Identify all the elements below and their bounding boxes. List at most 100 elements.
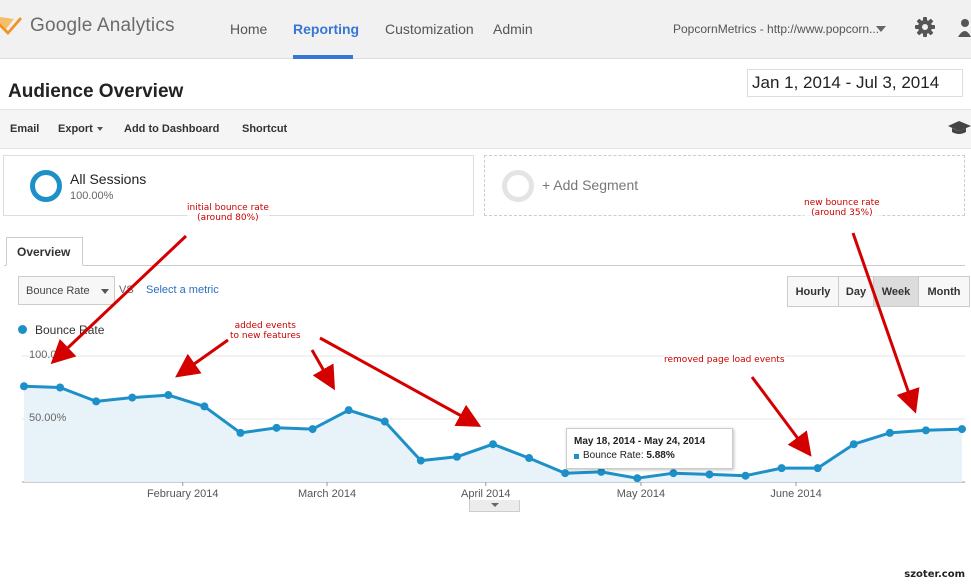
graduation-cap-icon[interactable] bbox=[948, 121, 971, 135]
analytics-logo-icon[interactable] bbox=[0, 15, 22, 37]
data-point[interactable] bbox=[452, 452, 461, 461]
data-point[interactable] bbox=[813, 464, 822, 473]
data-point[interactable] bbox=[380, 417, 389, 426]
nav-reporting[interactable]: Reporting bbox=[293, 21, 360, 37]
export-button[interactable]: Export bbox=[58, 123, 103, 135]
nav-home[interactable]: Home bbox=[230, 21, 268, 37]
data-point[interactable] bbox=[741, 471, 750, 480]
select-metric-link[interactable]: Select a metric bbox=[146, 284, 219, 296]
data-point[interactable] bbox=[56, 383, 65, 392]
tooltip-marker bbox=[574, 454, 579, 459]
nav-customization[interactable]: Customization bbox=[385, 21, 474, 37]
data-point[interactable] bbox=[849, 440, 858, 449]
page-title: Audience Overview bbox=[8, 81, 184, 102]
date-start: Jan 1, 2014 bbox=[752, 73, 841, 92]
annotation-initial-bounce: initial bounce rate (around 80%) bbox=[187, 203, 269, 223]
y-tick-label: 100.00% bbox=[29, 349, 73, 361]
data-point[interactable] bbox=[128, 393, 137, 402]
annotation-line: (around 80%) bbox=[197, 213, 259, 223]
empty-segment-ring-icon bbox=[502, 170, 534, 202]
annotation-line: new bounce rate bbox=[804, 198, 880, 208]
month-button[interactable]: Month bbox=[918, 276, 970, 307]
report-toolbar: Email Export Add to Dashboard Shortcut bbox=[0, 109, 971, 149]
x-tick-label: May 2014 bbox=[617, 488, 665, 500]
data-point[interactable] bbox=[525, 454, 534, 463]
segment-name: All Sessions bbox=[70, 171, 147, 187]
add-segment-button[interactable]: + Add Segment bbox=[484, 155, 965, 216]
annotation-added-events: added events to new features bbox=[230, 321, 301, 341]
x-tick-label: March 2014 bbox=[298, 488, 356, 500]
data-point[interactable] bbox=[669, 469, 678, 478]
data-point[interactable] bbox=[958, 425, 966, 434]
tooltip-title: May 18, 2014 - May 24, 2014 bbox=[574, 436, 706, 447]
day-button[interactable]: Day bbox=[838, 276, 874, 307]
shortcut-button[interactable]: Shortcut bbox=[242, 123, 288, 135]
person-icon[interactable] bbox=[958, 17, 971, 39]
data-point[interactable] bbox=[885, 428, 894, 437]
week-button[interactable]: Week bbox=[873, 276, 919, 307]
vs-label: VS bbox=[119, 284, 134, 296]
x-tick-label: February 2014 bbox=[147, 488, 219, 500]
metric-dropdown-label: Bounce Rate bbox=[26, 285, 90, 297]
annotation-new-bounce: new bounce rate (around 35%) bbox=[804, 198, 880, 218]
x-axis-ticks: February 2014 March 2014 April 2014 May 201… bbox=[147, 482, 822, 500]
chevron-down-icon[interactable] bbox=[876, 26, 886, 32]
data-point[interactable] bbox=[416, 456, 425, 465]
tooltip-value: 5.88% bbox=[646, 450, 675, 461]
chart-tooltip: May 18, 2014 - May 24, 2014 Bounce Rate:… bbox=[566, 428, 733, 469]
segment-ring-icon bbox=[30, 170, 62, 202]
data-point[interactable] bbox=[20, 382, 28, 391]
x-tick-label: April 2014 bbox=[461, 488, 511, 500]
bounce-rate-chart[interactable]: 100.00% 50.00% February 2014 March 2014 Apr… bbox=[0, 340, 971, 515]
chevron-down-icon bbox=[96, 127, 103, 132]
data-point[interactable] bbox=[344, 406, 353, 415]
date-separator: - bbox=[840, 73, 856, 92]
data-point[interactable] bbox=[308, 425, 317, 434]
data-point[interactable] bbox=[597, 467, 606, 476]
data-point[interactable] bbox=[272, 423, 281, 432]
y-tick-label: 50.00% bbox=[29, 412, 67, 424]
hourly-button[interactable]: Hourly bbox=[787, 276, 839, 307]
add-to-dashboard-button[interactable]: Add to Dashboard bbox=[124, 123, 220, 135]
date-range-picker[interactable]: Jan 1, 2014 - Jul 3, 2014 bbox=[747, 69, 963, 97]
tab-divider bbox=[4, 265, 965, 266]
date-end: Jul 3, 2014 bbox=[855, 73, 940, 92]
chevron-down-icon bbox=[491, 503, 499, 507]
annotation-line: initial bounce rate bbox=[187, 203, 269, 213]
metric-dropdown[interactable]: Bounce Rate bbox=[18, 276, 115, 305]
watermark: szoter.com bbox=[904, 569, 965, 580]
segment-percent: 100.00% bbox=[70, 190, 114, 202]
data-point[interactable] bbox=[92, 397, 101, 406]
tooltip-metric: Bounce Rate: bbox=[583, 450, 644, 461]
data-point[interactable] bbox=[705, 470, 714, 479]
email-button[interactable]: Email bbox=[10, 123, 40, 135]
legend-label: Bounce Rate bbox=[35, 323, 105, 337]
export-label: Export bbox=[58, 123, 93, 135]
annotation-line: removed page load events bbox=[664, 355, 785, 365]
annotation-removed-events: removed page load events bbox=[664, 355, 785, 365]
brand-name[interactable]: Google Analytics bbox=[30, 15, 175, 36]
data-point[interactable] bbox=[777, 464, 786, 473]
tab-overview[interactable]: Overview bbox=[6, 237, 83, 266]
data-point[interactable] bbox=[164, 391, 173, 400]
annotation-line: (around 35%) bbox=[811, 208, 873, 218]
legend-marker bbox=[18, 325, 27, 334]
data-point[interactable] bbox=[561, 469, 570, 478]
active-tab-indicator bbox=[293, 55, 353, 59]
chevron-down-icon bbox=[101, 289, 109, 294]
data-point[interactable] bbox=[236, 428, 245, 437]
nav-admin[interactable]: Admin bbox=[493, 21, 533, 37]
data-point[interactable] bbox=[200, 402, 209, 411]
annotation-line: added events bbox=[234, 321, 296, 331]
top-nav: Google Analytics Home Reporting Customiz… bbox=[0, 0, 971, 59]
chart-collapse-handle[interactable] bbox=[469, 500, 520, 512]
gear-icon[interactable] bbox=[914, 16, 936, 38]
add-segment-label: + Add Segment bbox=[542, 177, 639, 193]
tooltip-label: Bounce Rate: 5.88% bbox=[583, 450, 675, 461]
annotation-line: to new features bbox=[230, 331, 301, 341]
data-point[interactable] bbox=[489, 440, 497, 449]
data-point[interactable] bbox=[633, 474, 642, 483]
x-tick-label: June 2014 bbox=[770, 488, 821, 500]
account-selector[interactable]: PopcornMetrics - http://www.popcorn... bbox=[673, 22, 880, 36]
data-point[interactable] bbox=[921, 426, 930, 435]
